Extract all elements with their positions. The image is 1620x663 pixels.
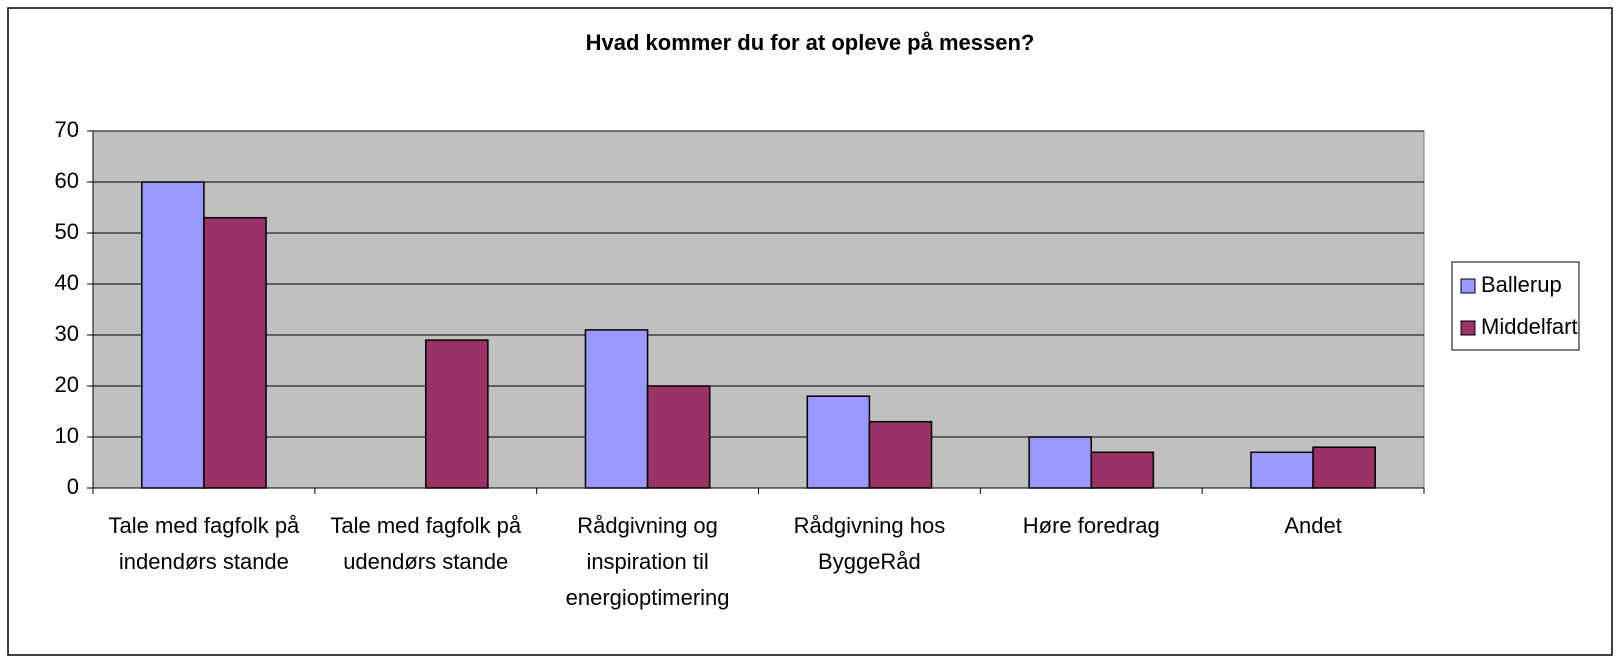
x-tick-label: Rådgivning og inspiration til energiopti… [565, 513, 730, 610]
bar [425, 339, 489, 489]
y-tick-label: 0 [67, 474, 79, 499]
y-tick-label: 50 [55, 219, 79, 244]
x-tick-label: Andet [1284, 513, 1342, 538]
x-tick-label: Tale med fagfolk på indendørs stande [108, 513, 300, 574]
chart-title: Hvad kommer du for at opleve på messen? [586, 30, 1035, 55]
plot-area [92, 130, 1425, 489]
y-tick-label: 10 [55, 423, 79, 448]
y-tick-label: 70 [55, 117, 79, 142]
legend-swatch [1460, 278, 1476, 294]
bar [584, 329, 649, 489]
bar [1090, 451, 1155, 489]
x-tick-label: Rådgivning hos ByggeRåd [793, 513, 946, 574]
y-tick-label: 30 [55, 321, 79, 346]
legend-label: Middelfart [1481, 314, 1578, 339]
bar [1312, 446, 1376, 489]
legend-label: Ballerup [1481, 272, 1562, 297]
y-tick-label: 60 [55, 168, 79, 193]
bar [203, 216, 267, 489]
y-tick-label: 20 [55, 372, 79, 397]
bar [1250, 451, 1314, 489]
bar [141, 181, 205, 489]
bar [806, 395, 871, 489]
x-tick-label: Tale med fagfolk på udendørs stande [330, 513, 522, 574]
bar [646, 385, 711, 489]
bar [1028, 436, 1093, 489]
y-tick-label: 40 [55, 270, 79, 295]
x-tick-label: Høre foredrag [1022, 513, 1160, 538]
legend-swatch [1460, 320, 1476, 336]
bar [868, 420, 933, 489]
